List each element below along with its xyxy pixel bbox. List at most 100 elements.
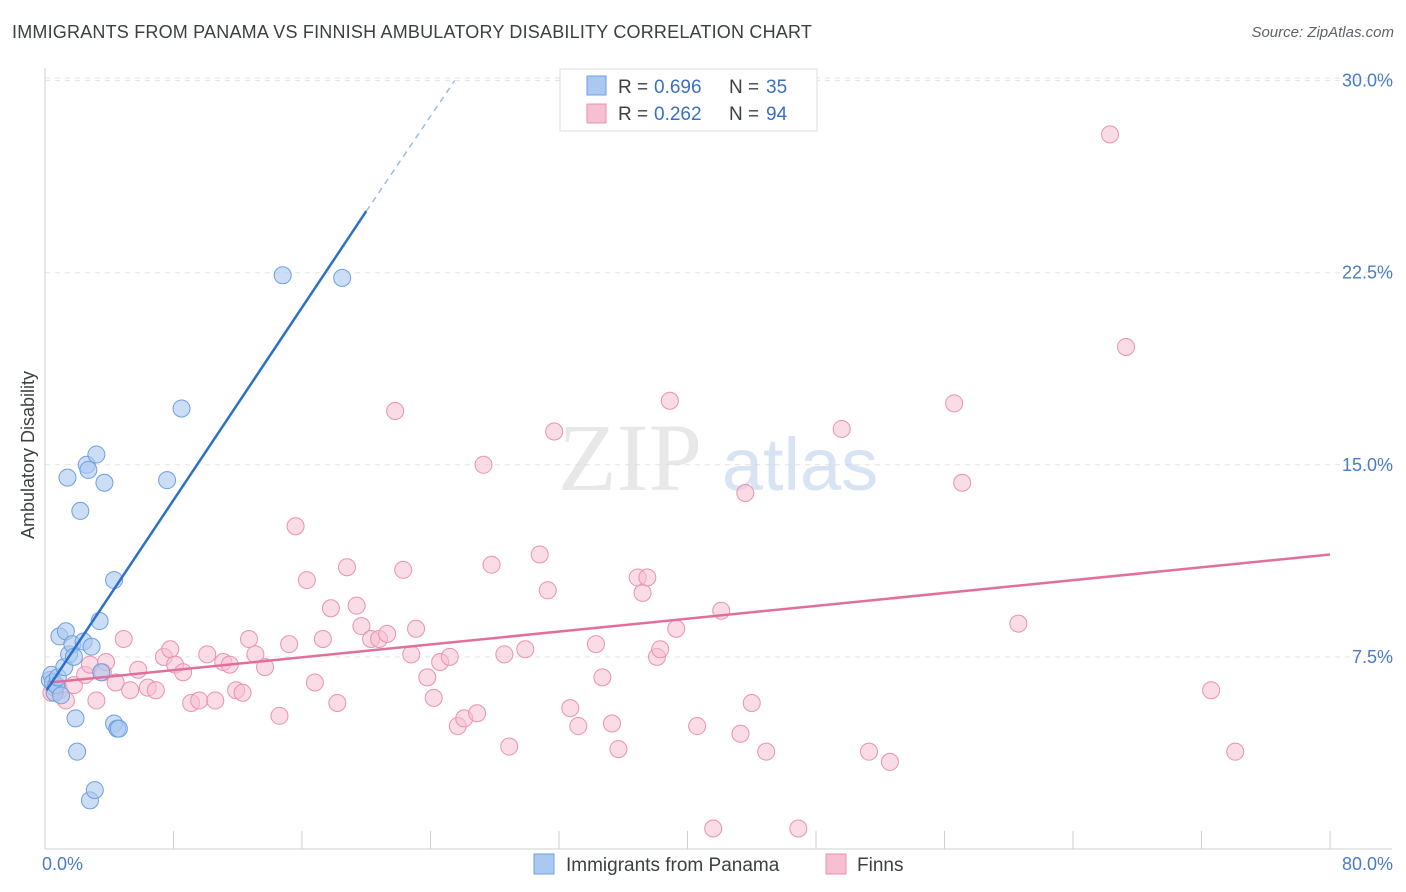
y-tick-label-3: 30.0% <box>1342 71 1393 91</box>
finns-point-91 <box>1100 125 1119 144</box>
finns-point-84 <box>789 819 808 838</box>
finns-point-64 <box>561 699 580 718</box>
finns-point-33 <box>286 517 305 536</box>
panama-point-19 <box>79 460 98 479</box>
legend-r-value-panama: 0.696 <box>654 77 702 98</box>
finns-point-57 <box>482 555 501 574</box>
finns-point-66 <box>586 635 605 654</box>
series-panama <box>40 266 352 810</box>
panama-point-26 <box>95 473 114 492</box>
finns-point-65 <box>569 717 588 736</box>
tick-labels: 7.5% 15.0% 22.5% 30.0% 0.0% 80.0% <box>42 71 1393 874</box>
finns-point-55 <box>468 704 487 723</box>
finns-point-75 <box>660 391 679 410</box>
panama-trend-line <box>45 210 368 691</box>
panama-point-21 <box>82 637 101 656</box>
finns-point-94 <box>1226 742 1245 761</box>
finns-point-88 <box>945 394 964 413</box>
finns-point-39 <box>337 558 356 577</box>
finns-point-82 <box>742 694 761 713</box>
finns-point-80 <box>731 724 750 743</box>
y-tick-label-2: 22.5% <box>1342 263 1393 283</box>
finns-point-22 <box>198 645 217 664</box>
y-tick-label-1: 15.0% <box>1342 455 1393 475</box>
finns-point-37 <box>321 599 340 618</box>
finns-point-36 <box>313 629 332 648</box>
legend-n-value-finns: 94 <box>766 104 788 125</box>
finns-point-17 <box>161 640 180 659</box>
finns-point-27 <box>233 683 252 702</box>
panama-point-32 <box>172 399 191 418</box>
finns-point-11 <box>114 629 133 648</box>
y-axis-label: Ambulatory Disability <box>18 371 38 539</box>
legend-top: R = 0.696 N = 35 R = 0.262 N = 94 <box>559 68 818 132</box>
panama-point-23 <box>87 445 106 464</box>
finns-point-89 <box>953 473 972 492</box>
legend-r-value-finns: 0.262 <box>654 104 702 125</box>
legend-swatch-panama <box>586 75 607 96</box>
panama-point-34 <box>333 268 352 287</box>
finns-point-28 <box>239 629 258 648</box>
panama-point-7 <box>52 686 71 705</box>
finns-point-90 <box>1009 614 1028 633</box>
legend-n-label-finns: N = <box>729 104 759 125</box>
bottom-legend-label-finns: Finns <box>857 855 903 876</box>
y-tick-label-0: 7.5% <box>1352 647 1393 667</box>
finns-point-60 <box>516 640 535 659</box>
finns-point-59 <box>500 737 519 756</box>
panama-point-15 <box>68 742 87 761</box>
finns-point-92 <box>1117 337 1136 356</box>
finns-point-7 <box>87 691 106 710</box>
finns-point-69 <box>609 740 628 759</box>
finns-point-93 <box>1202 681 1221 700</box>
x-tick-label-1: 80.0% <box>1342 854 1393 874</box>
finns-point-12 <box>121 681 140 700</box>
finns-point-34 <box>297 571 316 590</box>
gridlines <box>45 77 1392 658</box>
watermark-zip: ZIP <box>558 404 702 511</box>
finns-point-56 <box>474 455 493 474</box>
legend-n-value-panama: 35 <box>766 77 787 98</box>
finns-point-52 <box>440 647 459 666</box>
finns-point-83 <box>757 742 776 761</box>
finns-point-21 <box>190 691 209 710</box>
finns-point-47 <box>402 645 421 664</box>
finns-trend-line <box>49 553 1331 684</box>
finns-point-76 <box>667 619 686 638</box>
trend-lines <box>45 80 1331 691</box>
source-label: Source: ZipAtlas.com <box>1251 24 1394 41</box>
finns-point-74 <box>651 640 670 659</box>
finns-point-62 <box>538 581 557 600</box>
legend-r-label-finns: R = <box>618 104 648 125</box>
finns-point-50 <box>424 688 443 707</box>
finns-point-15 <box>146 681 165 700</box>
legend-n-label-panama: N = <box>729 77 759 98</box>
finns-point-77 <box>688 717 707 736</box>
finns-point-19 <box>174 663 193 682</box>
finns-point-63 <box>545 422 564 441</box>
finns-point-44 <box>378 624 397 643</box>
legend-swatch-finns <box>586 103 607 124</box>
finns-point-41 <box>352 617 371 636</box>
finns-point-46 <box>394 560 413 579</box>
panama-point-31 <box>158 471 177 490</box>
finns-point-35 <box>305 673 324 692</box>
watermark: ZIP atlas <box>558 404 878 511</box>
finns-point-86 <box>860 742 879 761</box>
axes <box>44 68 1392 850</box>
panama-trend-extension <box>365 80 456 212</box>
finns-point-32 <box>280 635 299 654</box>
bottom-legend-swatch-panama <box>533 853 555 875</box>
x-tick-label-0: 0.0% <box>42 854 83 874</box>
finns-point-87 <box>880 752 899 771</box>
finns-point-10 <box>106 673 125 692</box>
panama-point-10 <box>58 468 77 487</box>
finns-point-58 <box>495 645 514 664</box>
finns-point-81 <box>736 483 755 502</box>
panama-point-22 <box>85 781 104 800</box>
series-finns <box>42 125 1245 838</box>
panama-point-33 <box>273 266 292 285</box>
chart-title: IMMIGRANTS FROM PANAMA VS FINNISH AMBULA… <box>12 22 813 42</box>
finns-point-85 <box>832 419 851 438</box>
finns-point-49 <box>418 668 437 687</box>
